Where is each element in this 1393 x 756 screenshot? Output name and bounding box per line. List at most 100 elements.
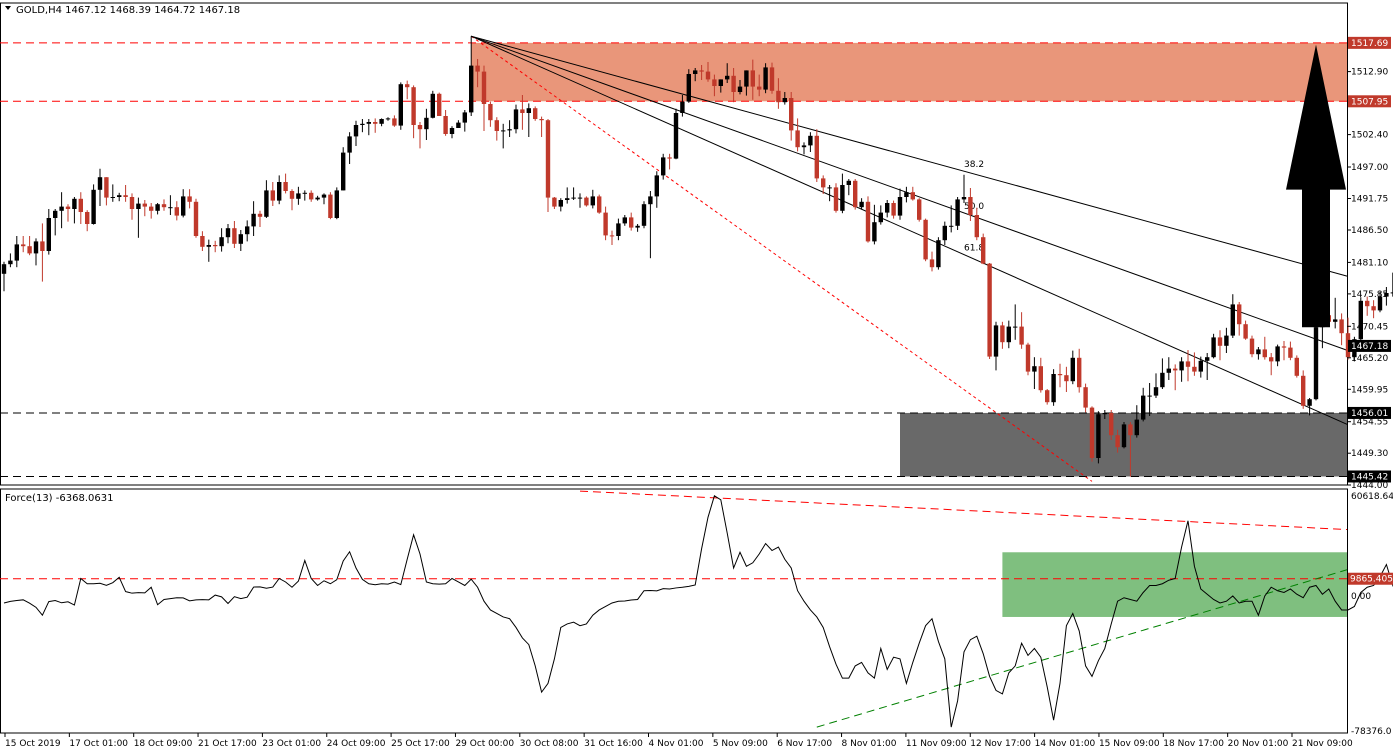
candle (245, 220, 250, 242)
candle-body (853, 180, 858, 208)
candle-body (481, 71, 487, 104)
price-panel[interactable]: 61.8 50.0 38.2 1517.69 1512.90 1507.95 1502.40… (0, 2, 1393, 491)
candle (853, 179, 858, 210)
candle (1185, 350, 1191, 382)
candle-body (1153, 387, 1159, 396)
candle-body (33, 241, 39, 254)
candle-body (1000, 325, 1005, 343)
force-zone (1002, 552, 1347, 617)
candle-body (123, 195, 128, 197)
price-label-box (1348, 406, 1391, 419)
candle (469, 36, 474, 116)
candle-body (168, 207, 173, 209)
indicator-panel-frame (0, 488, 1348, 734)
candle (1192, 352, 1197, 376)
candle-body (776, 90, 781, 103)
candle-body (245, 226, 250, 235)
candle-body (904, 192, 909, 197)
y-tick-label: 1465.20 (1351, 354, 1388, 364)
candle-body (309, 192, 314, 200)
candle (1141, 387, 1146, 422)
candle-body (1115, 435, 1120, 448)
candle-body (1249, 338, 1255, 355)
candle-body (1064, 375, 1069, 382)
x-tick-label: 5 Nov 09:00 (713, 739, 768, 749)
candle (622, 215, 627, 226)
candle-body (1166, 368, 1171, 373)
resistance-zone (471, 42, 1347, 102)
candle-body (865, 201, 871, 242)
candle-body (1333, 319, 1338, 322)
candle (366, 119, 371, 136)
x-tick-label: 17 Oct 01:00 (69, 739, 128, 749)
candle (417, 122, 423, 149)
candle-body (251, 213, 256, 227)
force-level-label-box (1348, 572, 1393, 585)
candle-body (398, 84, 403, 126)
candle-body (1281, 346, 1287, 348)
candle-body (379, 119, 384, 124)
price-panel-frame (0, 2, 1348, 486)
candle-body (27, 246, 32, 254)
candle (968, 188, 973, 221)
candle-body (955, 199, 960, 226)
candle (974, 207, 979, 241)
candle-body (539, 119, 544, 121)
candle-body (104, 177, 109, 198)
candle (385, 117, 391, 121)
candle (1249, 335, 1255, 358)
candle (1384, 287, 1389, 306)
candle-body (795, 130, 800, 148)
candle-body (187, 196, 192, 202)
candle-body (968, 197, 973, 215)
candle-body (366, 122, 371, 124)
candle (667, 153, 672, 170)
candle-body (270, 190, 275, 201)
price-label-resistance-bottom: 1507.95 (1351, 97, 1388, 107)
candle (1211, 333, 1216, 359)
candle (763, 63, 768, 94)
candle-body (1371, 306, 1376, 311)
candle-body (1147, 395, 1152, 397)
candle (1013, 304, 1018, 340)
candle-body (1134, 419, 1139, 436)
candle (1134, 405, 1139, 438)
collapse-triangle-icon[interactable] (5, 6, 11, 10)
candle-body (1230, 304, 1235, 336)
candle-body (872, 222, 877, 242)
candle (1096, 411, 1101, 464)
candle-body (1365, 300, 1370, 307)
candle (1038, 357, 1043, 393)
force-y-tick-label: 60618.643 (1351, 492, 1393, 502)
candle (1083, 383, 1088, 413)
candle (1256, 347, 1261, 360)
candle-body (1390, 292, 1393, 294)
candle (59, 192, 64, 229)
candle-body (1173, 368, 1178, 371)
candle-body (1313, 327, 1319, 400)
candle (430, 90, 435, 119)
candle (865, 196, 871, 243)
candle-body (334, 190, 339, 218)
x-tick-label: 4 Nov 01:00 (649, 739, 704, 749)
candle-body (392, 118, 397, 126)
candle (507, 120, 512, 137)
candle-body (757, 86, 762, 90)
candle (744, 70, 749, 96)
candle (885, 200, 890, 218)
candle-body (673, 113, 679, 159)
candle (1294, 355, 1299, 378)
candle-body (1294, 357, 1299, 376)
candle (475, 59, 480, 88)
candle (1269, 353, 1274, 376)
fib-fan-baseline (470, 35, 1093, 482)
candle-body (302, 192, 307, 194)
candle (942, 221, 947, 245)
candle (1358, 297, 1363, 341)
candle (494, 117, 499, 141)
y-tick-label: 1481.10 (1351, 258, 1388, 268)
candle (405, 80, 410, 100)
